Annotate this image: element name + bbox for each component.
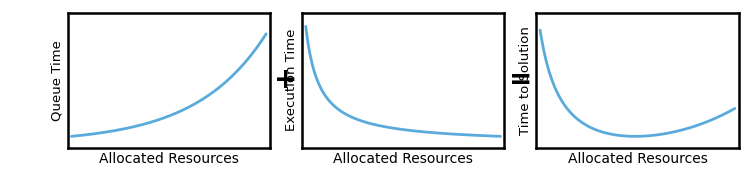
Y-axis label: Time to Solution: Time to Solution <box>519 26 532 134</box>
Text: =: = <box>509 66 532 94</box>
X-axis label: Allocated Resources: Allocated Resources <box>99 152 238 166</box>
X-axis label: Allocated Resources: Allocated Resources <box>333 152 473 166</box>
Y-axis label: Queue Time: Queue Time <box>50 40 63 121</box>
Y-axis label: Execution Time: Execution Time <box>285 29 298 131</box>
Text: +: + <box>274 66 298 94</box>
X-axis label: Allocated Resources: Allocated Resources <box>568 152 707 166</box>
